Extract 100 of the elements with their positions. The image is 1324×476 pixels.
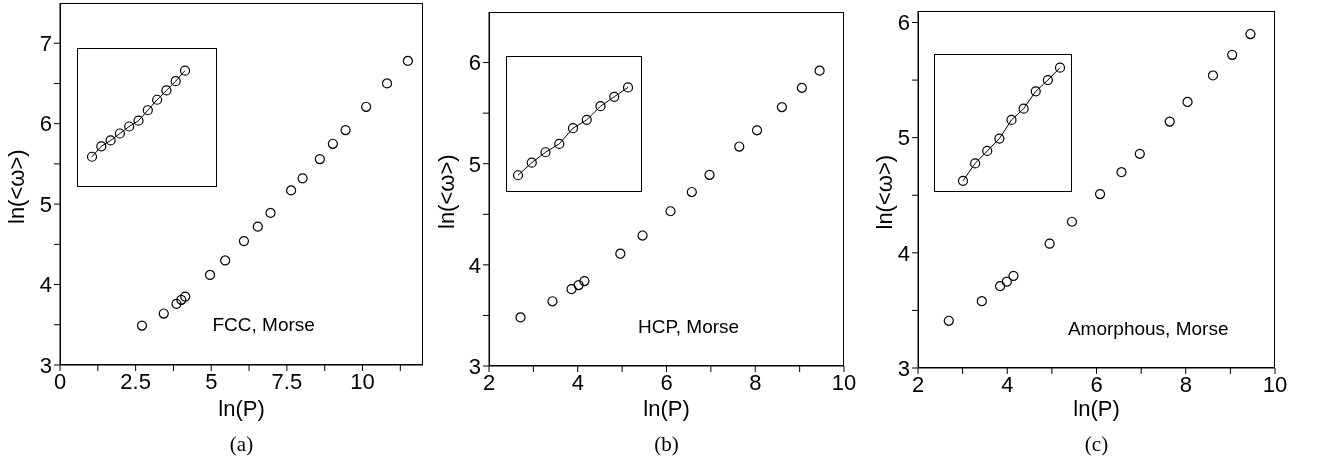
x-tick-label: 5 — [205, 368, 218, 394]
y-tick-label: 3 — [39, 352, 52, 378]
point — [957, 175, 969, 186]
point — [252, 221, 263, 232]
text: (a) — [228, 432, 255, 457]
point — [554, 138, 565, 149]
point — [1245, 28, 1256, 40]
point — [161, 85, 172, 96]
annotation: HCP, Morse — [638, 316, 740, 339]
point — [970, 158, 981, 169]
point — [265, 207, 276, 219]
point — [142, 105, 153, 116]
point — [1116, 167, 1127, 178]
annotation: FCC, Morse — [212, 314, 315, 337]
point — [609, 91, 620, 102]
point — [547, 296, 558, 307]
point — [86, 151, 98, 162]
y-axis-title: ln(<ω>) — [3, 149, 29, 224]
point — [1006, 114, 1017, 125]
point — [170, 76, 181, 87]
point — [176, 294, 187, 305]
point — [796, 82, 807, 93]
point — [238, 236, 250, 247]
point — [1134, 148, 1145, 159]
point — [567, 123, 579, 134]
point — [105, 135, 116, 146]
point — [1182, 96, 1193, 108]
point — [114, 128, 125, 139]
text: (b) — [653, 432, 680, 457]
point — [573, 279, 584, 291]
y-axis-title: ln(<ω>) — [871, 154, 897, 230]
point — [512, 170, 524, 181]
point — [1042, 75, 1053, 86]
x-tick-label: 6 — [1090, 371, 1103, 397]
point — [1207, 70, 1219, 81]
point — [314, 153, 325, 165]
point — [943, 315, 954, 326]
x-tick-label: 10 — [350, 368, 375, 394]
point — [133, 115, 144, 126]
point — [976, 296, 987, 307]
x-tick-label: 10 — [831, 369, 857, 395]
x-tick-label: 4 — [571, 369, 584, 395]
y-tick-label: 6 — [468, 50, 481, 76]
point — [579, 275, 590, 287]
point — [180, 291, 191, 302]
point — [327, 138, 338, 149]
y-tick-label: 5 — [39, 191, 52, 217]
point — [1018, 103, 1029, 114]
point — [1054, 62, 1066, 73]
point — [994, 133, 1005, 144]
point — [515, 312, 526, 323]
x-axis-title: ln(P) — [218, 396, 265, 421]
point — [704, 169, 715, 180]
point — [581, 114, 592, 125]
point — [1066, 216, 1078, 227]
y-tick-label: 3 — [897, 355, 910, 381]
y-tick-label: 3 — [468, 353, 481, 379]
x-tick-label: 6 — [660, 369, 673, 395]
x-tick-label: 4 — [1001, 371, 1014, 397]
point — [381, 78, 393, 89]
point — [136, 320, 148, 331]
point — [637, 230, 648, 241]
y-tick-label: 5 — [897, 125, 910, 151]
point — [96, 141, 107, 152]
y-tick-label: 6 — [39, 111, 52, 137]
point — [1094, 189, 1106, 200]
x-axis-title: ln(P) — [1073, 396, 1120, 421]
y-tick-label: 4 — [39, 272, 52, 298]
y-axis-title: ln(<ω>) — [433, 154, 459, 229]
point — [286, 185, 297, 196]
point — [204, 269, 216, 281]
point — [615, 248, 626, 259]
point — [734, 141, 745, 152]
point — [124, 121, 135, 132]
point — [686, 186, 697, 198]
point — [1164, 116, 1175, 127]
point — [152, 94, 163, 105]
point — [776, 101, 787, 113]
point — [340, 125, 351, 136]
point — [665, 206, 676, 217]
point — [1044, 238, 1055, 249]
y-tick-label: 4 — [897, 240, 910, 266]
point — [622, 82, 634, 93]
point — [540, 147, 551, 158]
x-tick-label: 2 — [482, 369, 496, 395]
y-tick-label: 5 — [468, 151, 481, 177]
x-tick-label: 7.5 — [271, 368, 303, 394]
point — [361, 101, 372, 112]
point — [171, 298, 182, 309]
point — [1030, 86, 1041, 97]
annotation: Amorphous, Morse — [1067, 318, 1229, 341]
y-tick-label: 7 — [39, 31, 52, 57]
point — [220, 255, 231, 266]
point — [566, 284, 577, 295]
point — [297, 173, 308, 184]
point — [402, 55, 413, 67]
x-tick-label: 0 — [53, 368, 67, 394]
point — [814, 65, 825, 76]
x-tick-label: 8 — [1179, 371, 1192, 397]
point — [158, 308, 169, 319]
